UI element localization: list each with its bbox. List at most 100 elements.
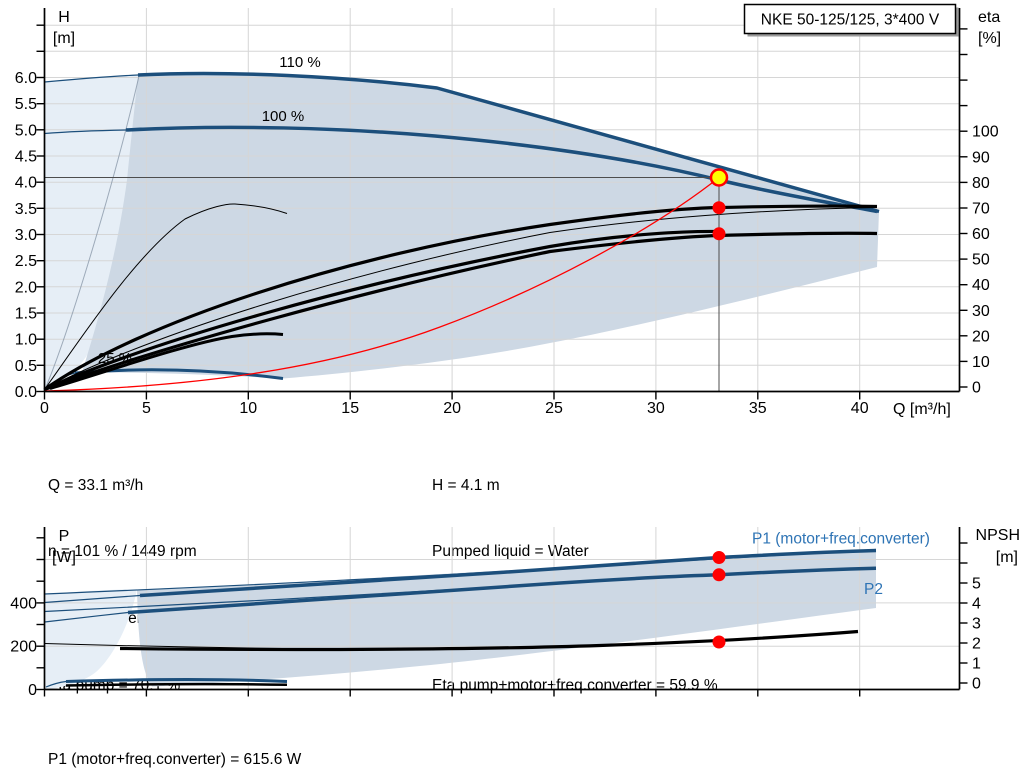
power-info: P1 (motor+freq.converter) = 615.6 W P2 =… — [48, 704, 301, 781]
p2-curve — [127, 566, 877, 615]
h-tick: 0.0 — [15, 384, 37, 401]
npsh-axis-title: NPSH — [976, 527, 1020, 544]
info-pumped-liquid: Pumped liquid = Water — [432, 543, 589, 561]
min-flow-boundary — [44, 75, 140, 391]
power-region-pale — [44, 589, 137, 690]
h-tick: 5.5 — [15, 96, 37, 113]
npsh-duty-dot[interactable] — [712, 635, 726, 649]
eta-tick: 100 — [972, 124, 999, 141]
info-n: n = 101 % / 1449 rpm — [48, 543, 197, 561]
npsh-tick: 0 — [972, 676, 981, 693]
q-tick: 30 — [647, 400, 665, 417]
curve-110pct-thin — [44, 74, 139, 83]
npsh-tick: 1 — [972, 656, 981, 673]
h-tick: 1.5 — [15, 306, 37, 323]
eta-thin-curve — [44, 207, 878, 390]
curve-110pct — [137, 71, 880, 214]
q-tick: 5 — [142, 400, 151, 417]
q-axis-title: Q [m³/h] — [893, 401, 951, 418]
title-box — [743, 3, 957, 35]
p1-curve — [139, 548, 877, 598]
eta-curve-thin-arc — [44, 203, 288, 390]
eta-tick: 80 — [972, 175, 990, 192]
eta-tick: 30 — [972, 303, 990, 320]
eta-axis-title: eta — [978, 9, 1000, 26]
npsh-tick: 3 — [972, 616, 981, 633]
info-q: Q = 33.1 m³/h — [48, 476, 144, 494]
npsh-axis-unit: [m] — [996, 549, 1018, 566]
power-npsh-chart[interactable]: 0 200 400 0 1 2 3 4 5 P [W] NPSH [m] P1 … — [0, 520, 1024, 781]
eta-tick: 0 — [972, 380, 981, 397]
h-tick: 1.0 — [15, 332, 37, 349]
h-axis-unit: [m] — [53, 30, 75, 47]
speed-label-25: 25 % — [98, 350, 132, 367]
q-axis-labels: 0 5 10 15 20 25 30 35 40 Q [m³/h] — [40, 400, 951, 418]
npsh-tick: 5 — [972, 576, 981, 593]
h-tick: 6.0 — [15, 70, 37, 87]
npsh-axis-labels: 0 1 2 3 4 5 — [972, 576, 981, 693]
h-tick: 3.0 — [15, 227, 37, 244]
curve-100pct — [125, 125, 878, 214]
p1-duty-dot[interactable] — [712, 551, 726, 564]
p-axis-title: P — [59, 528, 70, 545]
curve-100pct-thin — [44, 129, 127, 135]
control-curve — [44, 176, 720, 392]
q-tick: 0 — [40, 400, 49, 417]
p-tick: 0 — [28, 682, 37, 699]
eta-total-curve — [43, 231, 878, 392]
npsh-tick: 2 — [972, 636, 981, 653]
h-tick: 0.5 — [15, 358, 37, 375]
p-axis-unit: [W] — [52, 549, 76, 566]
h-axis-title: H — [58, 9, 70, 26]
eta-tick: 70 — [972, 201, 990, 218]
eta-tick: 10 — [972, 354, 990, 371]
h-tick: 2.5 — [15, 253, 37, 270]
eta-axis-labels: 0 10 20 30 40 50 60 70 80 90 100 — [972, 124, 999, 397]
h-tick: 4.5 — [15, 149, 37, 166]
operating-region-dark — [82, 72, 879, 379]
eta-tick: 40 — [972, 277, 990, 294]
eta-pump-curve — [43, 204, 878, 391]
q-tick: 20 — [443, 400, 461, 417]
p-25pct-curve — [65, 678, 288, 683]
eta-total-curve-b — [43, 229, 720, 391]
q-tick: 10 — [239, 400, 257, 417]
h-axis-labels: 0.0 0.5 1.0 1.5 2.0 2.5 3.0 3.5 4.0 4.5 … — [15, 70, 37, 401]
speed-label-110: 110 % — [279, 54, 320, 71]
q-tick: 15 — [341, 400, 359, 417]
q-tick: 35 — [749, 400, 767, 417]
p1-curve-label: P1 (motor+freq.converter) — [752, 531, 930, 548]
h-tick: 5.0 — [15, 122, 37, 139]
qh-chart[interactable]: 0.0 0.5 1.0 1.5 2.0 2.5 3.0 3.5 4.0 4.5 … — [0, 0, 1024, 425]
p2-curve-thin — [44, 611, 129, 623]
axis-ticks — [36, 24, 968, 400]
eta-curves — [43, 203, 878, 392]
p1-curve-thin — [44, 594, 141, 604]
eta-axis-unit: [%] — [978, 30, 1001, 47]
speed-label-100: 100 % — [262, 108, 305, 125]
npsh-curve — [119, 629, 859, 652]
h-tick: 3.5 — [15, 201, 37, 218]
duty-point-marker[interactable] — [709, 168, 729, 187]
eta-25pct-curve — [49, 332, 284, 390]
h-tick: 2.0 — [15, 279, 37, 296]
p-tick: 400 — [10, 595, 37, 612]
axes — [43, 8, 961, 393]
axis-ticks-bottom — [36, 537, 968, 697]
eta-tick: 50 — [972, 252, 990, 269]
p2-duty-dot[interactable] — [712, 568, 726, 582]
npsh-tick: 4 — [972, 596, 981, 613]
pump-title: NKE 50-125/125, 3*400 V — [761, 12, 940, 29]
operating-region-pale — [44, 74, 138, 391]
p2-curve-label: P2 — [864, 581, 883, 598]
info-h: H = 4.1 m — [432, 476, 500, 494]
p-tick: 200 — [10, 639, 37, 656]
q-tick: 40 — [851, 400, 869, 417]
p-25pct-thin — [45, 680, 67, 688]
eta-total-duty-dot[interactable] — [712, 227, 726, 241]
p-axis-labels: 0 200 400 — [10, 595, 37, 699]
power-curves — [44, 548, 877, 688]
eta-tick: 90 — [972, 149, 990, 166]
eta-pump-duty-dot[interactable] — [712, 201, 726, 215]
